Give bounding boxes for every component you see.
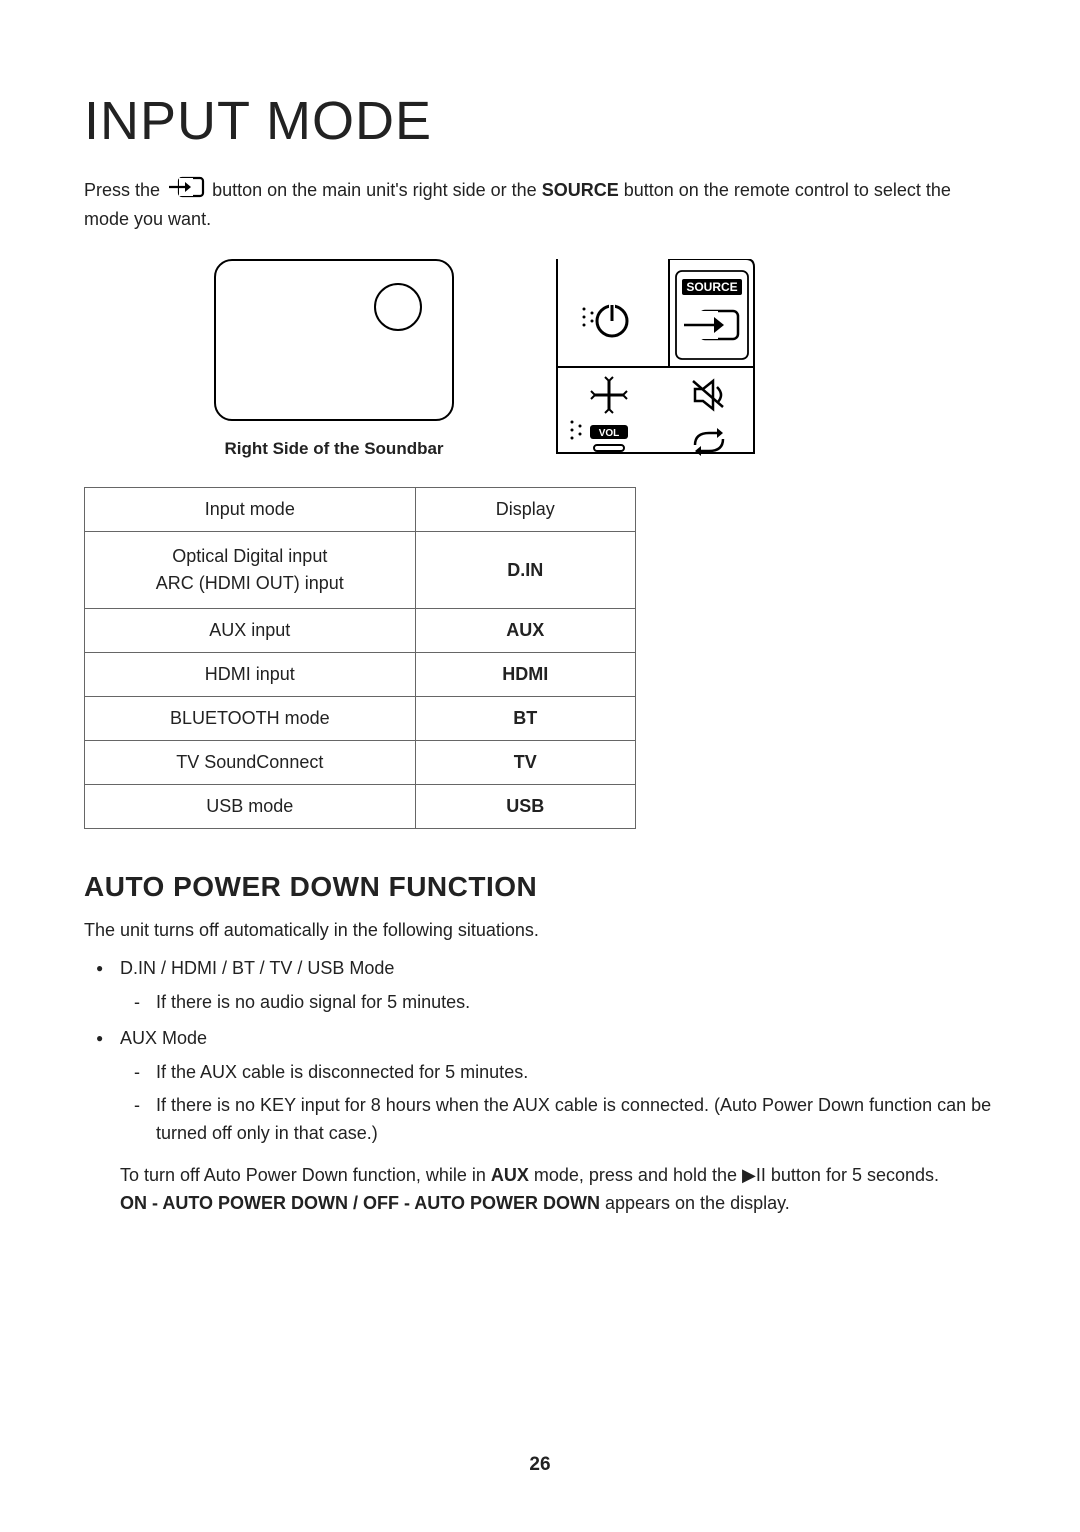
bullet-label: AUX Mode <box>120 1028 207 1048</box>
table-row: Optical Digital input ARC (HDMI OUT) inp… <box>85 532 636 609</box>
bullet-label: D.IN / HDMI / BT / TV / USB Mode <box>120 958 394 978</box>
soundbar-diagram: Right Side of the Soundbar <box>214 259 454 459</box>
table-cell-mode: TV SoundConnect <box>85 741 416 785</box>
volume-up-icon <box>591 377 627 413</box>
table-cell-mode: BLUETOOTH mode <box>85 697 416 741</box>
bullet-list: D.IN / HDMI / BT / TV / USB Mode If ther… <box>84 955 996 1148</box>
table-row: AUX input AUX <box>85 609 636 653</box>
table-row: USB mode USB <box>85 785 636 829</box>
section-heading: AUTO POWER DOWN FUNCTION <box>84 871 996 903</box>
table-header-display: Display <box>415 488 635 532</box>
intro-source-label: SOURCE <box>542 180 619 200</box>
intro-part1: Press the <box>84 180 165 200</box>
list-item: D.IN / HDMI / BT / TV / USB Mode If ther… <box>84 955 996 1017</box>
table-cell-display: TV <box>415 741 635 785</box>
list-item: AUX Mode If the AUX cable is disconnecte… <box>84 1025 996 1149</box>
intro-text: Press the button on the main unit's righ… <box>84 176 996 233</box>
diagram-row: Right Side of the Soundbar SOURCE <box>214 259 996 459</box>
table-cell-mode: HDMI input <box>85 653 416 697</box>
table-cell-mode: Optical Digital input ARC (HDMI OUT) inp… <box>85 532 416 609</box>
table-cell-display: BT <box>415 697 635 741</box>
table-cell-mode: USB mode <box>85 785 416 829</box>
intro-part2: button on the main unit's right side or … <box>212 180 542 200</box>
table-cell-display: USB <box>415 785 635 829</box>
list-item: If there is no KEY input for 8 hours whe… <box>120 1092 996 1148</box>
repeat-icon <box>695 428 723 456</box>
input-mode-table: Input mode Display Optical Digital input… <box>84 487 636 829</box>
table-header-mode: Input mode <box>85 488 416 532</box>
remote-diagram: SOURCE <box>554 259 764 459</box>
source-inline-icon <box>167 176 205 206</box>
table-row: HDMI input HDMI <box>85 653 636 697</box>
section-lead: The unit turns off automatically in the … <box>84 917 996 945</box>
table-cell-display: D.IN <box>415 532 635 609</box>
table-cell-display: AUX <box>415 609 635 653</box>
svg-text:VOL: VOL <box>599 428 620 439</box>
soundbar-caption: Right Side of the Soundbar <box>214 439 454 459</box>
page-number: 26 <box>0 1454 1080 1476</box>
table-cell-display: HDMI <box>415 653 635 697</box>
closing-text: To turn off Auto Power Down function, wh… <box>84 1162 996 1218</box>
soundbar-button-icon <box>374 283 422 331</box>
table-cell-mode: AUX input <box>85 609 416 653</box>
mute-icon <box>693 381 723 409</box>
volume-down-icon <box>594 445 624 451</box>
table-row: BLUETOOTH mode BT <box>85 697 636 741</box>
list-item: If the AUX cable is disconnected for 5 m… <box>120 1059 996 1087</box>
table-row: TV SoundConnect TV <box>85 741 636 785</box>
list-item: If there is no audio signal for 5 minute… <box>120 989 996 1017</box>
play-pause-icon: ▶II <box>742 1165 766 1185</box>
table-header-row: Input mode Display <box>85 488 636 532</box>
soundbar-outline <box>214 259 454 421</box>
dash-list: If there is no audio signal for 5 minute… <box>120 989 996 1017</box>
power-icon <box>583 303 628 336</box>
dash-list: If the AUX cable is disconnected for 5 m… <box>120 1059 996 1149</box>
page-title: INPUT MODE <box>84 90 996 152</box>
source-label-text: SOURCE <box>686 280 737 294</box>
